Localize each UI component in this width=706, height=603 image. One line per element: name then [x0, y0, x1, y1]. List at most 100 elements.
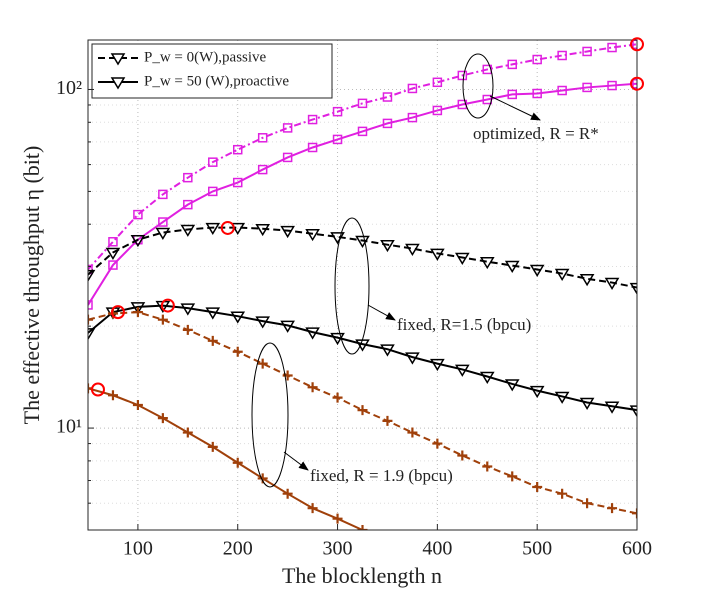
marker — [157, 413, 168, 424]
marker — [230, 311, 246, 324]
marker — [232, 177, 243, 188]
marker — [108, 260, 118, 270]
x-tick-label: 200 — [223, 538, 253, 560]
arrow — [489, 95, 541, 121]
marker — [604, 277, 620, 291]
legend-box — [91, 43, 333, 99]
marker — [407, 83, 418, 94]
optimal-point — [90, 382, 105, 397]
marker — [405, 243, 420, 257]
marker — [88, 314, 93, 325]
marker — [133, 209, 143, 220]
marker — [432, 438, 443, 449]
marker — [579, 397, 595, 410]
optimal-point — [160, 298, 175, 313]
x-tick-label: 500 — [522, 538, 552, 560]
marker — [207, 335, 218, 346]
marker — [457, 99, 468, 110]
marker — [405, 352, 420, 365]
series-line — [88, 311, 637, 515]
marker — [382, 415, 393, 426]
marker — [182, 427, 193, 438]
marker — [332, 392, 343, 403]
marker — [432, 77, 443, 88]
legend-label: P_w = 0(W),passive — [144, 49, 267, 65]
marker — [158, 217, 168, 227]
marker — [582, 46, 592, 57]
marker — [205, 307, 221, 320]
marker — [282, 123, 293, 133]
marker — [454, 364, 470, 377]
marker — [257, 164, 268, 175]
x-tick-label: 100 — [123, 538, 153, 560]
optimal-point — [630, 76, 644, 91]
marker — [180, 224, 196, 237]
marker — [380, 239, 395, 253]
marker — [257, 358, 268, 369]
optimal-point — [110, 305, 125, 320]
arrow — [283, 451, 309, 471]
marker — [479, 371, 495, 384]
axes-box — [87, 39, 638, 531]
marker — [582, 82, 592, 93]
marker — [357, 525, 368, 530]
marker — [307, 382, 318, 393]
marker — [407, 427, 418, 438]
marker — [182, 324, 193, 335]
x-axis-label: The blocklength n — [282, 563, 442, 588]
marker — [180, 303, 196, 316]
marker — [504, 260, 520, 274]
marker — [257, 133, 268, 143]
marker — [579, 274, 595, 287]
ellipse — [251, 342, 289, 488]
marker — [108, 237, 118, 247]
marker — [130, 302, 146, 315]
marker — [432, 105, 443, 116]
marker — [382, 118, 393, 129]
marker — [88, 269, 96, 283]
marker — [632, 508, 637, 519]
marker — [454, 252, 470, 265]
marker — [557, 50, 567, 61]
marker — [380, 344, 395, 357]
marker — [457, 450, 468, 461]
marker — [332, 134, 343, 145]
optimal-point — [220, 220, 235, 235]
marker — [507, 471, 518, 482]
marker — [604, 401, 620, 414]
y-tick-label: 10¹ — [56, 416, 82, 438]
marker — [232, 346, 243, 357]
marker — [629, 282, 637, 296]
marker — [282, 370, 293, 381]
marker — [305, 228, 320, 242]
marker — [582, 498, 593, 509]
marker — [88, 264, 93, 275]
marker — [282, 152, 293, 163]
marker — [557, 488, 568, 499]
marker — [282, 488, 293, 499]
marker — [330, 332, 345, 346]
marker — [158, 189, 168, 200]
marker — [632, 78, 637, 89]
marker — [183, 199, 193, 210]
marker — [132, 307, 143, 318]
marker — [132, 399, 143, 410]
annotation: fixed, R = 1.9 (bpcu) — [310, 466, 453, 485]
marker — [110, 53, 126, 66]
legend: P_w = 0(W),passive P_w = 50 (W),proactive — [91, 43, 333, 99]
marker — [157, 314, 168, 325]
marker — [532, 481, 543, 492]
marker — [207, 441, 218, 452]
marker — [307, 142, 318, 153]
marker — [232, 457, 243, 468]
marker — [357, 98, 368, 109]
y-tick-label: 10² — [56, 77, 82, 99]
marker — [629, 405, 637, 418]
ellipse — [334, 217, 370, 355]
marker — [507, 59, 517, 70]
marker — [183, 172, 193, 183]
series-line — [88, 226, 637, 289]
marker — [332, 106, 343, 117]
x-tick-label: 300 — [323, 538, 353, 560]
